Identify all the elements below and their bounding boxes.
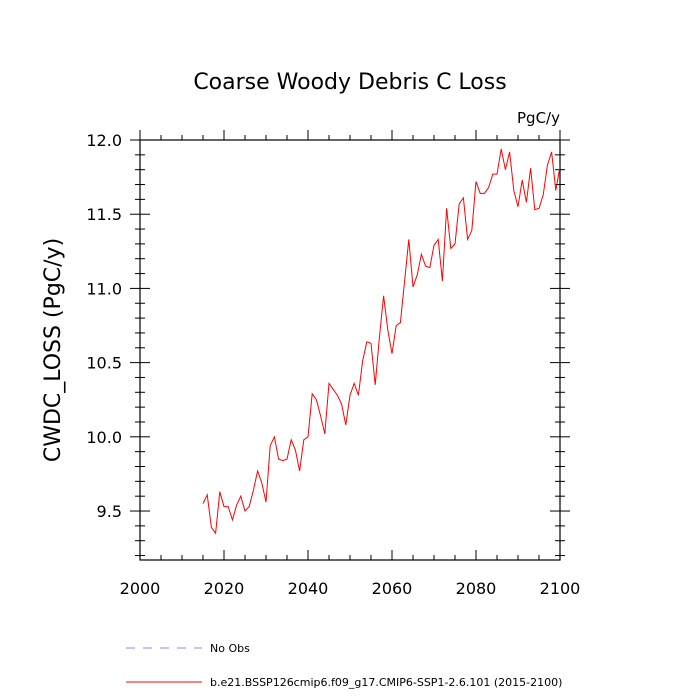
x-tick-label: 2080 bbox=[456, 579, 497, 598]
units-label: PgC/y bbox=[517, 109, 560, 127]
y-tick-label: 9.5 bbox=[97, 502, 122, 521]
y-tick-label: 11.0 bbox=[86, 279, 122, 298]
y-tick-labels: 9.5 10.0 10.5 11.0 11.5 12.0 bbox=[86, 131, 122, 521]
y-tick-label: 10.0 bbox=[86, 428, 122, 447]
axis-ticks bbox=[130, 130, 570, 560]
x-tick-labels: 2000 2020 2040 2060 2080 2100 bbox=[120, 579, 581, 598]
x-tick-label: 2100 bbox=[540, 579, 581, 598]
x-tick-label: 2000 bbox=[120, 579, 161, 598]
x-tick-label: 2020 bbox=[204, 579, 245, 598]
plot-frame bbox=[139, 139, 561, 561]
y-tick-label: 12.0 bbox=[86, 131, 122, 150]
legend: No Obs b.e21.BSSP126cmip6.f09_g17.CMIP6-S… bbox=[126, 642, 562, 689]
series-layer bbox=[202, 148, 560, 535]
legend-label: No Obs bbox=[210, 642, 250, 655]
chart-title: Coarse Woody Debris C Loss bbox=[193, 70, 506, 95]
series-line bbox=[202, 148, 560, 535]
legend-label: b.e21.BSSP126cmip6.f09_g17.CMIP6-SSP1-2.… bbox=[210, 676, 562, 689]
y-tick-label: 10.5 bbox=[86, 354, 122, 373]
y-axis-label: CWDC_LOSS (PgC/y) bbox=[41, 238, 66, 462]
x-tick-label: 2060 bbox=[372, 579, 413, 598]
x-tick-label: 2040 bbox=[288, 579, 329, 598]
y-tick-label: 11.5 bbox=[86, 205, 122, 224]
